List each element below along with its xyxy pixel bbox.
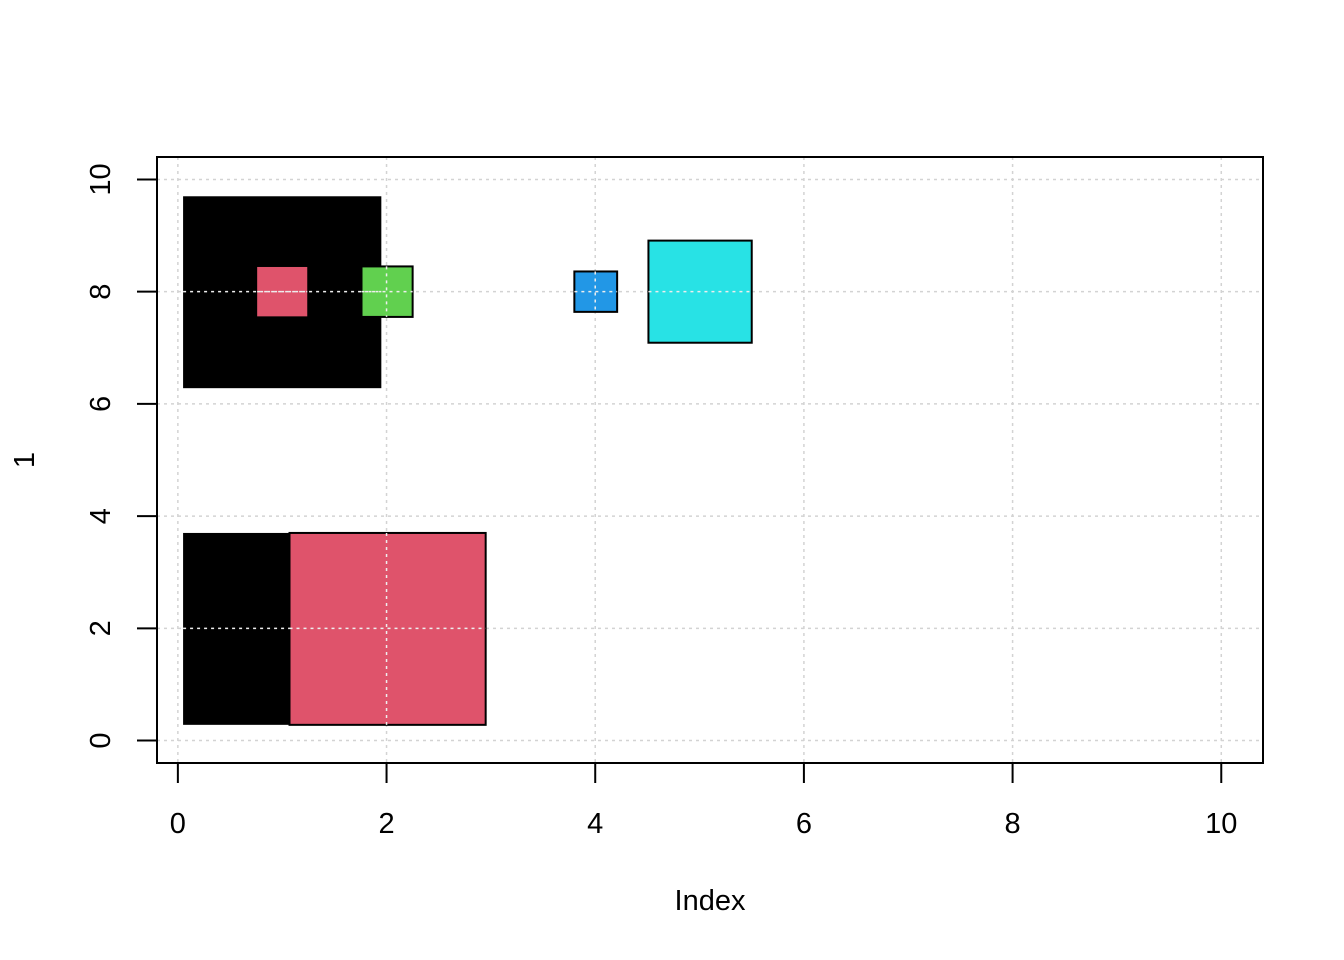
y-tick-label: 10: [85, 163, 117, 195]
y-axis-title: 1: [9, 452, 41, 468]
y-tick-label: 2: [85, 620, 117, 636]
y-tick-label: 0: [85, 732, 117, 748]
x-tick-label: 0: [170, 808, 186, 840]
y-tick-label: 4: [85, 508, 117, 524]
x-axis-title: Index: [675, 885, 746, 917]
y-tick-label: 8: [85, 284, 117, 300]
x-tick-label: 2: [378, 808, 394, 840]
x-tick-label: 6: [796, 808, 812, 840]
x-tick-label: 10: [1205, 808, 1237, 840]
grid-overlay: [183, 266, 752, 725]
x-axis: 0 2 4 6 8 10: [170, 762, 1237, 840]
x-tick-label: 4: [587, 808, 603, 840]
x-tick-label: 8: [1005, 808, 1021, 840]
rectangles: [183, 196, 753, 726]
y-tick-label: 6: [85, 396, 117, 412]
black-rect-bottom: [183, 532, 290, 725]
y-axis: 0 2 4 6 8 10: [85, 163, 158, 749]
